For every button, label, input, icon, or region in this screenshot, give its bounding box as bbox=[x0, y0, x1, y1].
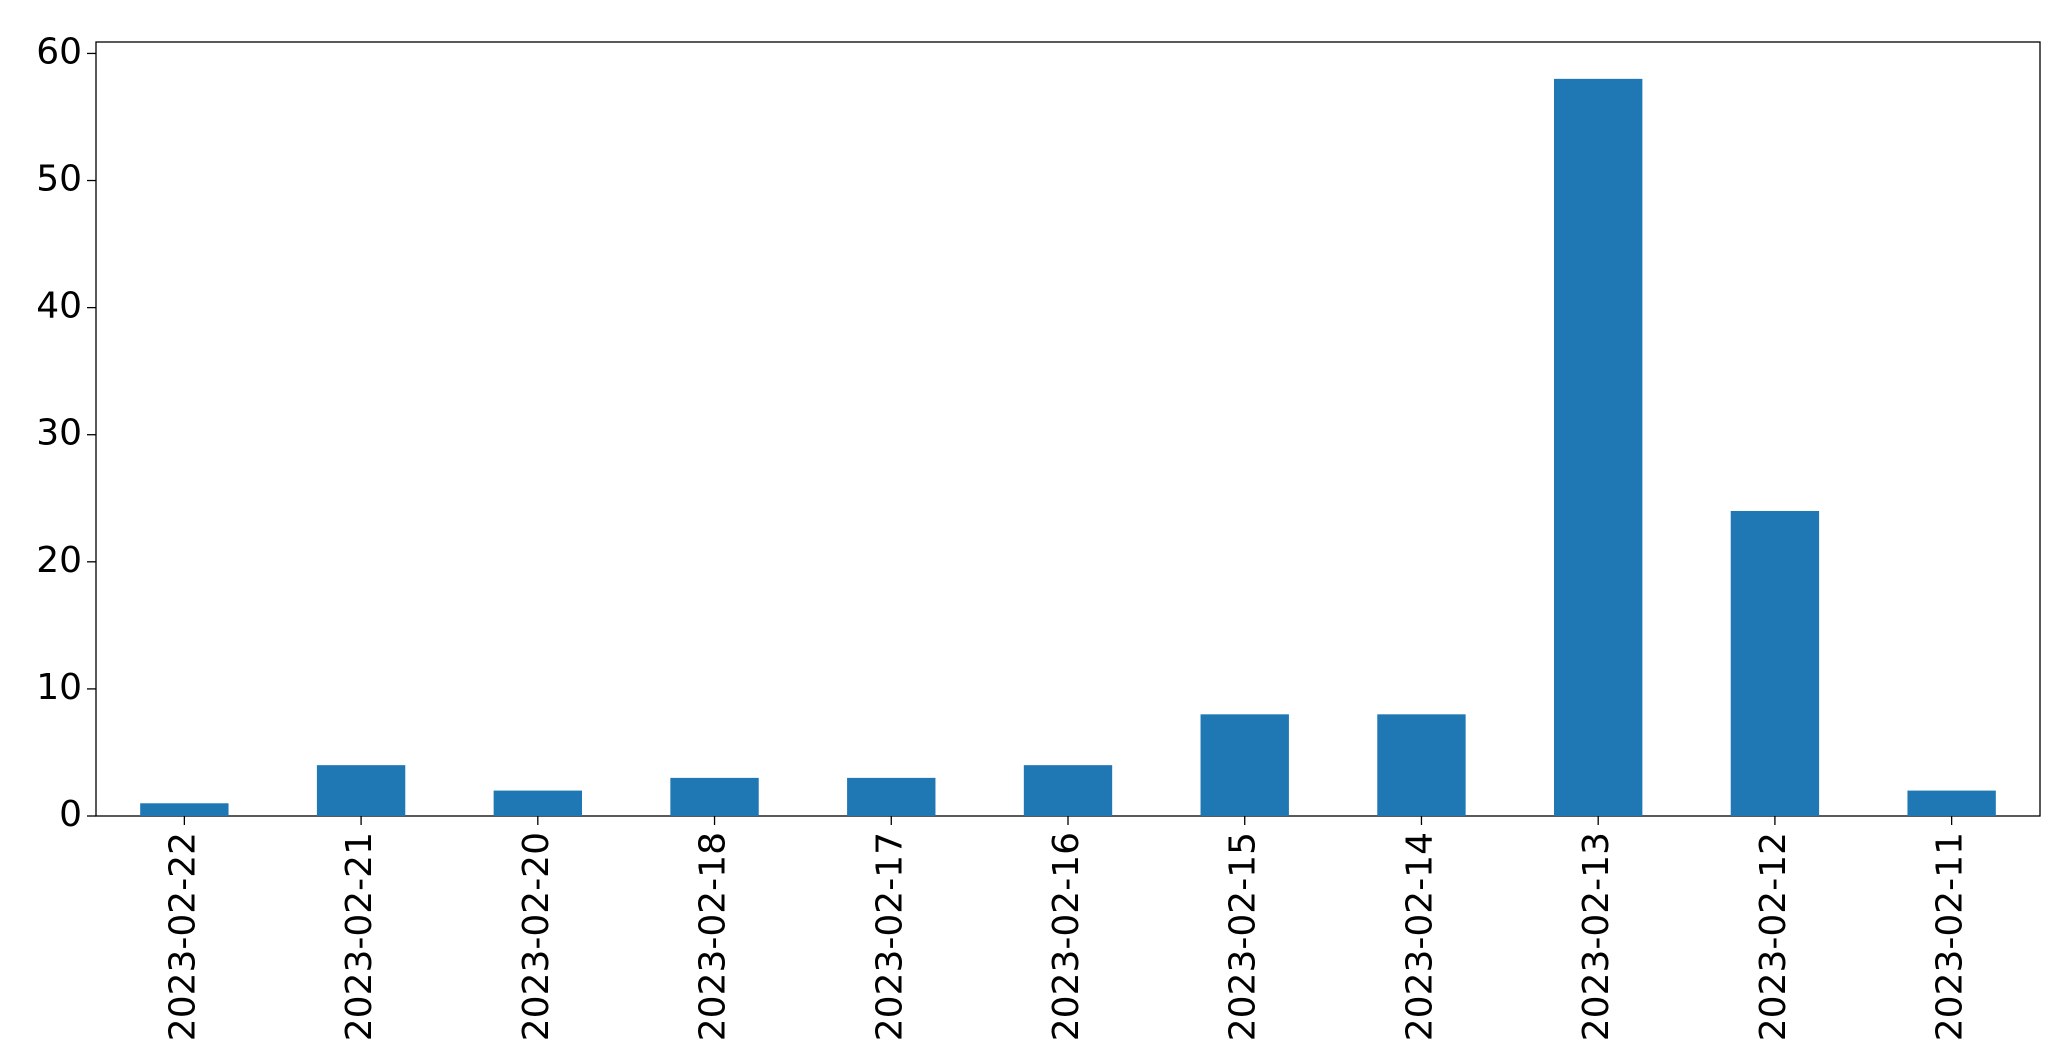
bar bbox=[140, 803, 229, 816]
x-tick-label: 2023-02-14 bbox=[1399, 832, 1440, 1041]
bar bbox=[493, 790, 582, 816]
x-tick-label: 2023-02-20 bbox=[516, 832, 557, 1041]
x-tick-label: 2023-02-13 bbox=[1576, 832, 1617, 1041]
y-tick-label: 30 bbox=[36, 413, 82, 454]
x-tick-label: 2023-02-18 bbox=[693, 832, 734, 1041]
bar bbox=[1907, 790, 1996, 816]
y-tick-label: 0 bbox=[59, 794, 82, 835]
bar bbox=[1377, 714, 1466, 816]
x-tick-label: 2023-02-22 bbox=[162, 832, 203, 1041]
bar bbox=[1730, 510, 1820, 816]
x-tick-label: 2023-02-17 bbox=[869, 832, 910, 1041]
bar bbox=[1554, 78, 1643, 817]
bar bbox=[316, 765, 406, 816]
bar bbox=[1023, 765, 1113, 816]
y-tick-label: 10 bbox=[36, 667, 82, 708]
bar bbox=[1200, 714, 1289, 816]
x-tick-label: 2023-02-21 bbox=[339, 832, 380, 1041]
x-tick-label: 2023-02-11 bbox=[1930, 832, 1971, 1041]
y-tick-label: 60 bbox=[36, 31, 82, 72]
x-tick-label: 2023-02-16 bbox=[1046, 832, 1087, 1041]
y-tick-label: 40 bbox=[36, 286, 82, 327]
y-tick-label: 50 bbox=[36, 159, 82, 200]
bar bbox=[847, 777, 936, 816]
y-tick-label: 20 bbox=[36, 540, 82, 581]
bar bbox=[670, 777, 759, 816]
x-tick-label: 2023-02-12 bbox=[1753, 832, 1794, 1041]
x-tick-label: 2023-02-15 bbox=[1223, 832, 1264, 1041]
